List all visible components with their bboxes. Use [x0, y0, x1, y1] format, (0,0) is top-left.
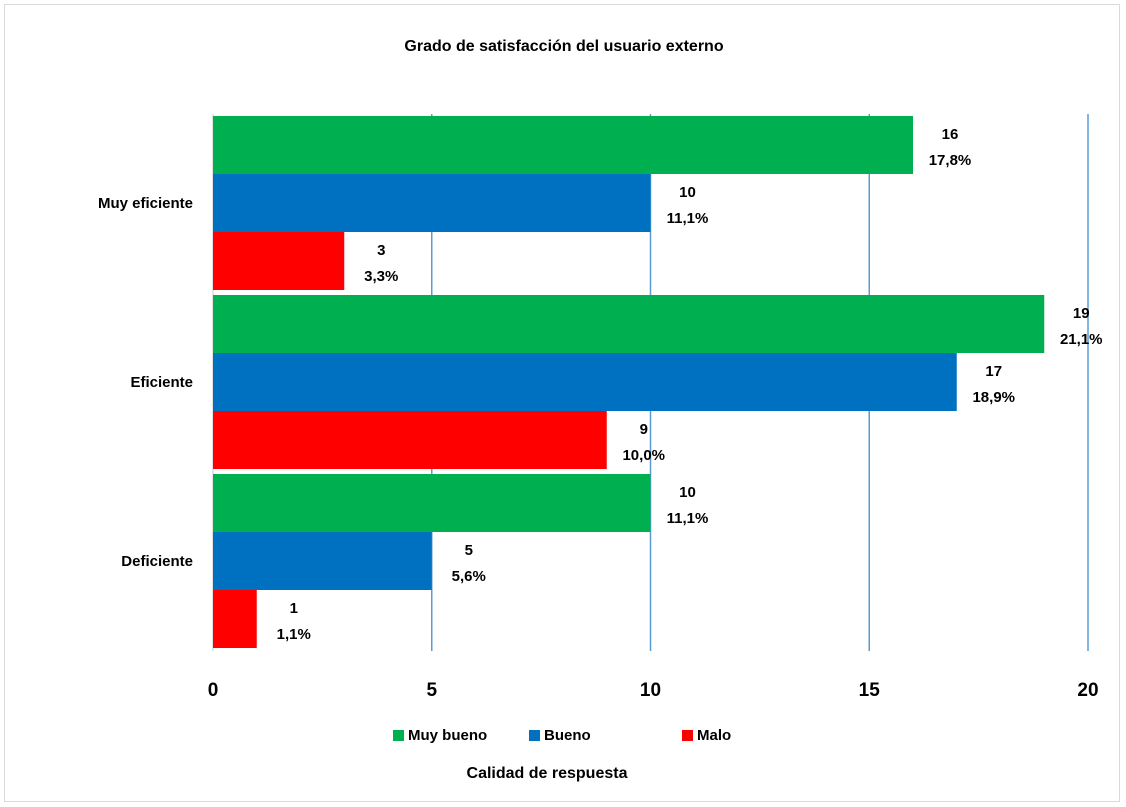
legend-swatch-malo: [682, 730, 693, 741]
legend-swatch-muy-bueno: [393, 730, 404, 741]
x-tick-label-20: 20: [1077, 680, 1098, 701]
chart-title: Grado de satisfacción del usuario extern…: [404, 38, 723, 55]
chart-frame: Grado de satisfacción del usuario extern…: [4, 4, 1120, 802]
data-label-value: 9: [640, 421, 648, 438]
legend: Muy bueno Bueno Malo: [393, 727, 731, 744]
data-label-value: 16: [942, 126, 959, 143]
bar-eficiente-bueno: [213, 353, 957, 411]
legend-label-malo: Malo: [697, 727, 731, 744]
data-label-percent: 5,6%: [452, 568, 486, 585]
x-tick-label-5: 5: [426, 680, 437, 701]
x-tick-label-0: 0: [208, 680, 219, 701]
data-label-percent: 17,8%: [929, 152, 972, 169]
x-tick-labels: 0 5 10 15 20: [208, 680, 1099, 701]
data-label-percent: 21,1%: [1060, 331, 1103, 348]
category-label-eficiente: Eficiente: [130, 374, 193, 391]
bar-deficiente-bueno: [213, 532, 432, 590]
data-label-percent: 1,1%: [277, 626, 311, 643]
bar-eficiente-muy-bueno: [213, 295, 1045, 353]
bar-eficiente-malo: [213, 411, 607, 469]
bar-muy-eficiente-muy-bueno: [213, 116, 913, 174]
category-label-deficiente: Deficiente: [121, 553, 193, 570]
legend-label-muy-bueno: Muy bueno: [408, 727, 487, 744]
bar-muy-eficiente-bueno: [213, 174, 651, 232]
legend-label-bueno: Bueno: [544, 727, 591, 744]
bar-deficiente-muy-bueno: [213, 474, 651, 532]
x-axis-label: Calidad de respuesta: [467, 765, 628, 782]
data-label-percent: 18,9%: [972, 389, 1015, 406]
bar-muy-eficiente-malo: [213, 232, 345, 290]
x-tick-label-15: 15: [859, 680, 881, 701]
data-label-percent: 10,0%: [622, 447, 665, 464]
bar-chart: Grado de satisfacción del usuario extern…: [98, 38, 1103, 782]
data-label-value: 19: [1073, 305, 1090, 322]
data-label-percent: 3,3%: [364, 268, 398, 285]
data-label-value: 10: [679, 184, 696, 201]
data-label-value: 5: [465, 542, 473, 559]
category-labels: Muy eficiente Eficiente Deficiente: [98, 195, 193, 570]
data-label-value: 1: [290, 600, 298, 617]
data-label-value: 3: [377, 242, 385, 259]
data-label-value: 17: [985, 363, 1002, 380]
data-label-value: 10: [679, 484, 696, 501]
category-label-muy-eficiente: Muy eficiente: [98, 195, 193, 212]
x-tick-label-10: 10: [640, 680, 661, 701]
data-label-percent: 11,1%: [667, 210, 709, 227]
bars: [213, 116, 1045, 648]
data-labels: 1617,8%1011,1%33,3%1921,1%1718,9%910,0%1…: [277, 126, 1103, 643]
legend-swatch-bueno: [529, 730, 540, 741]
data-label-percent: 11,1%: [667, 510, 709, 527]
bar-deficiente-malo: [213, 590, 257, 648]
